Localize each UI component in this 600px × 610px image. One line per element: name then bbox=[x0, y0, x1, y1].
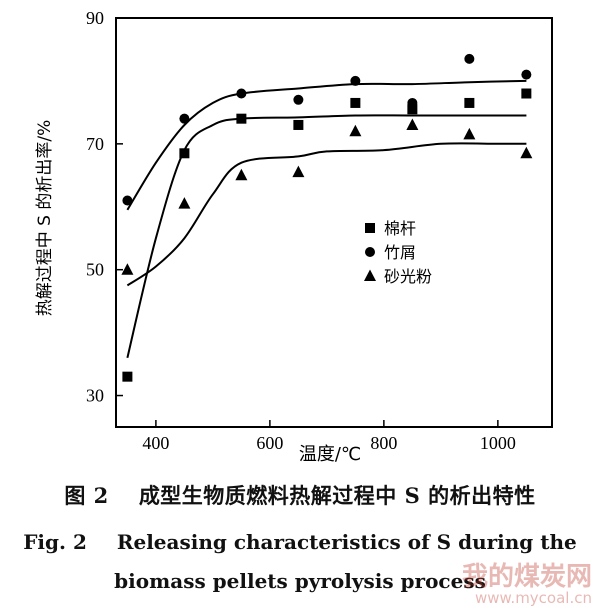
point-cotton-stalk bbox=[350, 97, 361, 108]
point-cotton-stalk bbox=[464, 97, 475, 108]
point-sanding-powder bbox=[406, 118, 419, 130]
legend-marker-bamboo-scraps bbox=[365, 247, 375, 257]
y-tick-label: 70 bbox=[86, 134, 104, 154]
x-tick-label: 400 bbox=[142, 433, 169, 453]
point-bamboo-scraps bbox=[464, 53, 475, 64]
caption-english-line2: biomass pellets pyrolysis process bbox=[0, 569, 600, 593]
point-sanding-powder bbox=[235, 168, 248, 181]
point-sanding-powder bbox=[292, 165, 305, 178]
legend-marker-cotton-stalk bbox=[365, 223, 375, 233]
point-bamboo-scraps bbox=[350, 75, 361, 86]
point-cotton-stalk bbox=[293, 119, 304, 130]
point-sanding-powder bbox=[178, 197, 191, 209]
caption-chinese-number: 图 2 bbox=[64, 483, 109, 508]
watermark-url: www.mycoal.cn bbox=[475, 589, 592, 607]
legend-label-cotton-stalk: 棉杆 bbox=[384, 219, 416, 238]
point-bamboo-scraps bbox=[521, 69, 532, 80]
point-bamboo-scraps bbox=[407, 97, 418, 108]
x-tick-label: 600 bbox=[256, 433, 283, 453]
caption-english-line1: Fig. 2 Releasing characteristics of S dur… bbox=[0, 530, 600, 554]
point-bamboo-scraps bbox=[236, 88, 247, 99]
point-bamboo-scraps bbox=[293, 94, 304, 105]
caption-chinese: 图 2 成型生物质燃料热解过程中 S 的析出特性 bbox=[0, 480, 600, 510]
fit-curve-sanding-powder bbox=[126, 142, 527, 287]
caption-english-title-line2: biomass pellets pyrolysis process bbox=[114, 569, 486, 593]
caption-english-title-line1: Releasing characteristics of S during th… bbox=[116, 530, 577, 554]
point-cotton-stalk bbox=[122, 371, 133, 382]
point-cotton-stalk bbox=[521, 88, 532, 99]
y-tick-label: 90 bbox=[86, 8, 104, 28]
point-sanding-powder bbox=[349, 124, 362, 137]
x-axis-label: 温度/℃ bbox=[299, 444, 361, 465]
point-bamboo-scraps bbox=[122, 195, 133, 206]
y-tick-label: 30 bbox=[86, 386, 104, 406]
legend-label-bamboo-scraps: 竹屑 bbox=[384, 243, 416, 262]
point-cotton-stalk bbox=[179, 148, 190, 159]
point-cotton-stalk bbox=[407, 104, 418, 115]
plot-frame-group bbox=[115, 17, 553, 428]
fit-curves-group bbox=[126, 79, 527, 359]
point-sanding-powder bbox=[520, 146, 533, 159]
x-tick-label: 800 bbox=[370, 433, 397, 453]
point-sanding-powder bbox=[121, 263, 134, 275]
y-tick-label: 50 bbox=[86, 260, 104, 280]
point-sanding-powder bbox=[463, 127, 476, 140]
caption-english-number: Fig. 2 bbox=[23, 530, 87, 554]
fit-curve-cotton-stalk bbox=[126, 114, 527, 359]
fit-curve-bamboo-scraps bbox=[126, 79, 527, 211]
caption-chinese-title: 成型生物质燃料热解过程中 S 的析出特性 bbox=[138, 483, 536, 508]
point-bamboo-scraps bbox=[179, 113, 190, 124]
watermark-text: 我的煤炭网 bbox=[461, 562, 592, 592]
watermark: 我的煤炭网 www.mycoal.cn bbox=[462, 556, 592, 607]
x-tick-label: 1000 bbox=[480, 433, 516, 453]
legend-marker-sanding-powder bbox=[364, 269, 376, 281]
plot-area bbox=[115, 17, 553, 428]
data-points-group bbox=[121, 53, 533, 382]
axis-ticks-group: 400 600 800 1000 30 50 70 90 bbox=[86, 8, 516, 453]
legend-label-sanding-powder: 砂光粉 bbox=[384, 267, 432, 286]
point-cotton-stalk bbox=[236, 113, 247, 124]
y-axis-label: 热解过程中 S 的析出率/% bbox=[35, 120, 55, 316]
